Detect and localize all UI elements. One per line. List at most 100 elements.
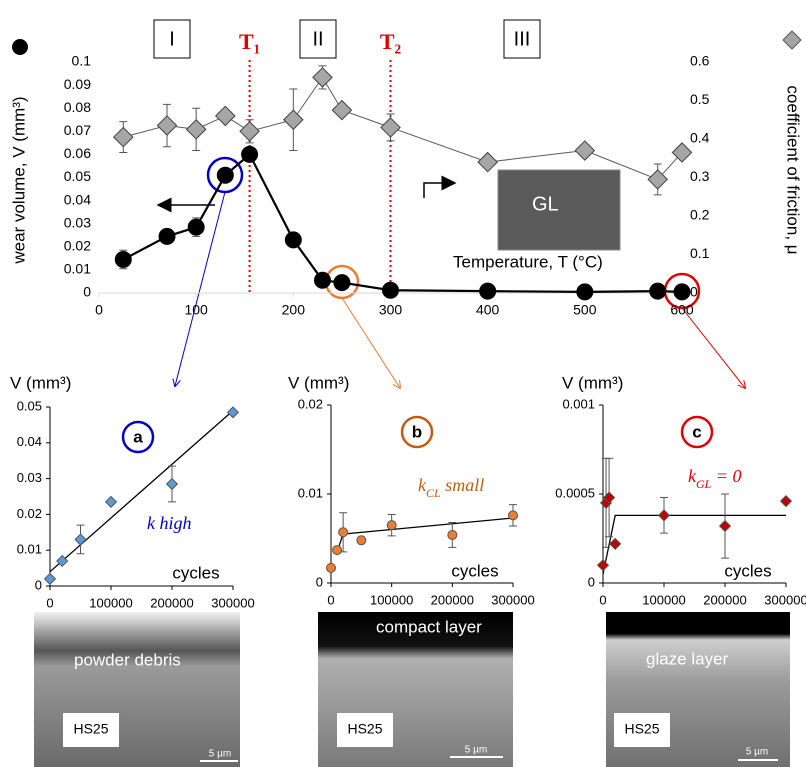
y-axis-label: V (mm³) [10,373,71,392]
data-point [313,271,331,289]
data-point [284,231,302,249]
y-tick-label: 0.04 [64,191,91,207]
scale-label: 5 µm [209,749,231,760]
rate-label-part: GL [696,477,712,491]
y2-tick-label: 0.2 [690,207,710,223]
data-point [657,509,671,522]
panel-label: c [692,422,701,441]
chart: 0 100000 200000 300000 0 0.01 0.02 0.03 0.04 0.05… [10,373,255,610]
y-tick-label: 0.0005 [555,485,595,500]
data-point [382,281,399,299]
y-tick-label: 0 [35,577,42,592]
rate-label-part: k [688,466,697,486]
data-point [216,166,234,184]
fit-line [602,514,786,575]
data-point [609,537,622,550]
x-tick-label: 0 [95,302,103,318]
scale-label: 5 µm [465,745,487,756]
data-point [56,554,69,568]
y-tick-label: 0.02 [298,396,323,411]
series-line [123,76,683,181]
data-point [479,282,497,300]
y-tick-label: 0 [83,284,91,300]
pointer-arrow [341,297,400,388]
y-axis-label: V (mm³) [562,373,623,392]
data-point [74,533,87,546]
x-tick-label: 0 [46,595,53,610]
x-tick-label: 600 [670,302,694,318]
data-point [477,151,498,173]
data-point [187,218,205,236]
region-label: III [514,28,531,50]
plots: 0 100 200 300 400 500 600 0 0.01 0.02 0.03 0.04 0.05… [10,19,806,610]
y-tick-label: 0.03 [64,214,91,230]
label-ring [680,415,714,449]
data-point [673,283,691,301]
label-ring [121,420,155,454]
y-tick-label: 0.02 [17,506,42,521]
y-tick-label: 0 [588,574,595,589]
data-point [104,495,118,508]
rate-label-part: = 0 [711,466,741,486]
data-point [331,99,353,121]
x-axis-label: cycles [724,561,771,580]
rate-label-part: high [155,513,192,533]
sample-box [614,713,670,747]
data-point [596,559,610,572]
y-axis-marker [12,39,28,55]
inset-label: GL [532,193,559,215]
data-point [508,510,518,521]
y-tick-label: 0.05 [64,168,91,184]
label-ring [400,415,434,449]
data-point [241,145,259,163]
x-tick-label: 300 [379,302,403,318]
transition-label: T₁ [239,29,260,54]
data-point [333,274,351,292]
y2-tick-label: 0.5 [690,91,710,107]
x-tick-label: 100000 [89,595,132,610]
rate-label-part: k [147,513,156,533]
chart: 0 100000 200000 300000 0 0.0005 0.001 V (mm³) cy… [555,373,806,607]
x-tick-label: 300000 [211,595,254,610]
data-point [649,282,667,300]
region-box [299,19,337,59]
data-point [380,117,401,138]
chart: 0 100000 200000 300000 0 0.01 0.02 V (mm³) cycle… [288,373,535,607]
y-tick-label: 0.06 [64,145,91,161]
region-box [153,19,191,59]
y-tick-label: 0.08 [64,99,91,115]
x-axis-label: cycles [451,561,498,580]
data-point [114,251,132,269]
data-point [338,527,349,538]
data-point [356,535,367,546]
x-tick-label: 100 [184,302,208,318]
rate-label-part: CL [426,486,441,500]
y-tick-label: 0.02 [64,238,91,254]
x-tick-label: 0 [327,592,334,607]
data-point [574,140,596,161]
data-point [718,519,732,533]
data-point [226,406,240,419]
x-axis-label: cycles [172,563,219,582]
y-tick-label: 0.04 [17,434,42,449]
x-tick-label: 200000 [150,595,193,610]
rate-label: kCL small [418,475,484,500]
sample-label: HS25 [73,721,108,737]
data-point [312,67,333,88]
panel-label: a [133,427,143,446]
y-tick-label: 0.05 [17,398,42,413]
x-tick-label: 400 [476,302,500,318]
data-point [576,283,594,301]
x-tick-label: 300000 [764,592,806,607]
y-axis-label: wear volume, V (mm³) [9,96,28,264]
y2-axis-marker [782,30,802,50]
y-tick-label: 0.01 [64,261,91,277]
x-tick-label: 500 [573,302,597,318]
panel-label: b [412,422,422,441]
data-point [332,545,343,556]
transition-label: T₂ [380,29,402,54]
data-point [112,126,134,148]
chart: 0 100 200 300 400 500 600 0 0.01 0.02 0.03 0.04 0.05… [64,19,710,318]
y-tick-label: 0.07 [64,122,91,138]
x-tick-label: 200000 [431,592,474,607]
